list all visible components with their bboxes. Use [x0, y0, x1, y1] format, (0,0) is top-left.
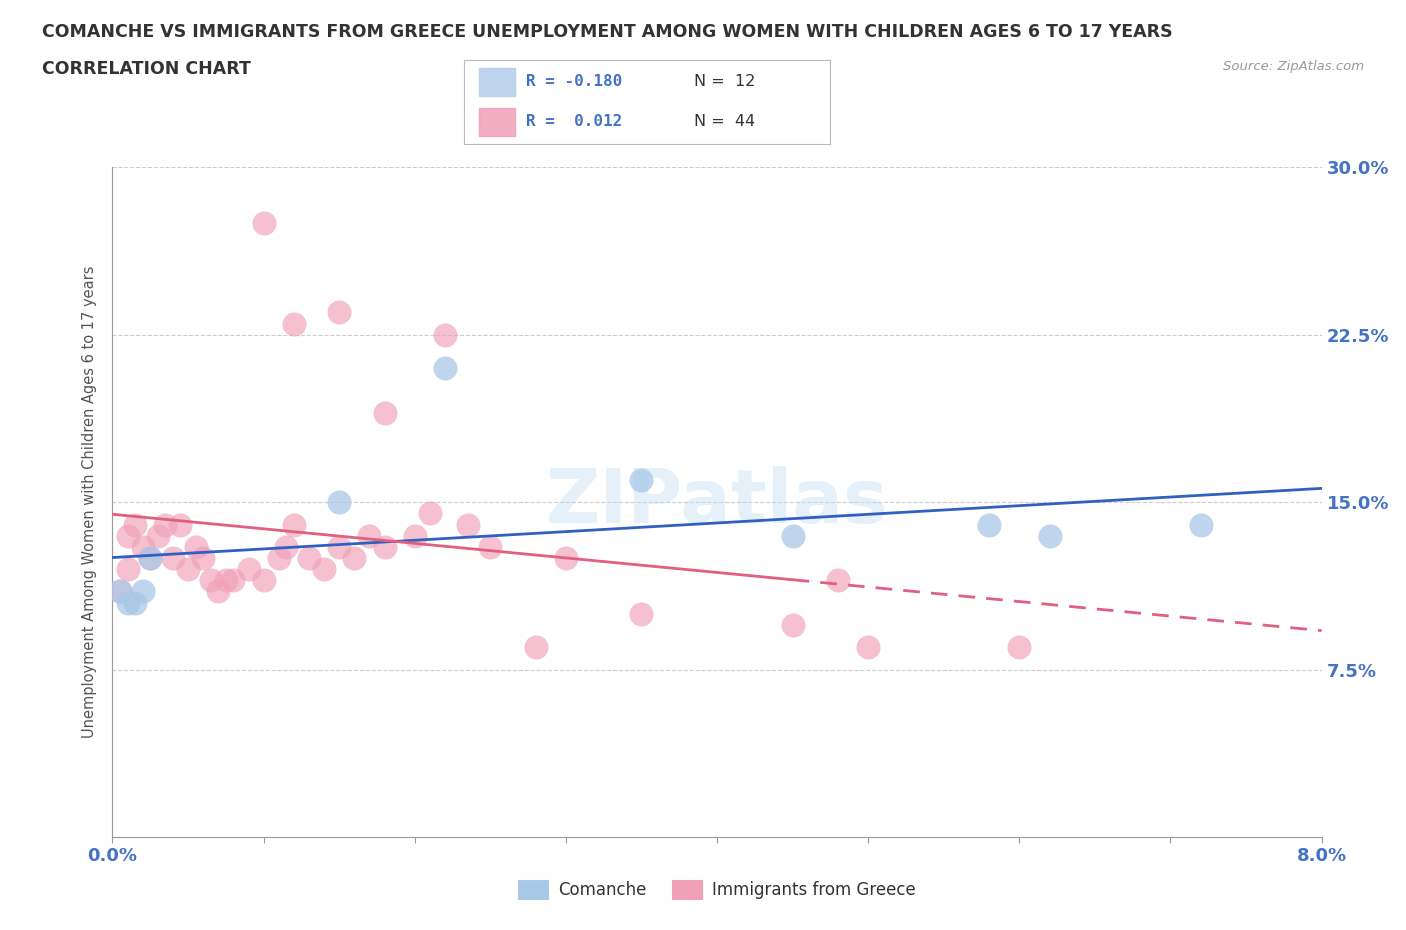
Text: CORRELATION CHART: CORRELATION CHART	[42, 60, 252, 78]
Point	[124, 595, 146, 610]
Point	[283, 316, 305, 331]
Point	[434, 327, 457, 342]
Point	[630, 472, 652, 487]
Bar	[478, 68, 515, 96]
Point	[117, 595, 139, 610]
Point	[155, 517, 177, 532]
Point	[856, 640, 880, 655]
Point	[146, 528, 169, 543]
Point	[630, 606, 652, 621]
Text: N =  12: N = 12	[695, 73, 755, 89]
Point	[139, 551, 162, 565]
Y-axis label: Unemployment Among Women with Children Ages 6 to 17 years: Unemployment Among Women with Children A…	[82, 266, 97, 738]
Point	[827, 573, 849, 588]
Point	[434, 361, 457, 376]
Point	[108, 584, 131, 599]
Point	[276, 539, 298, 554]
Point	[554, 551, 576, 565]
Point	[312, 562, 335, 577]
Point	[132, 539, 155, 554]
Point	[117, 528, 139, 543]
Point	[283, 517, 305, 532]
Legend: Comanche, Immigrants from Greece: Comanche, Immigrants from Greece	[512, 873, 922, 906]
Point	[222, 573, 245, 588]
Point	[1038, 528, 1062, 543]
Text: N =  44: N = 44	[695, 114, 755, 129]
Point	[215, 573, 238, 588]
Point	[782, 618, 804, 632]
Text: COMANCHE VS IMMIGRANTS FROM GREECE UNEMPLOYMENT AMONG WOMEN WITH CHILDREN AGES 6: COMANCHE VS IMMIGRANTS FROM GREECE UNEMP…	[42, 23, 1173, 41]
Point	[328, 539, 350, 554]
Point	[108, 584, 131, 599]
Point	[343, 551, 366, 565]
Point	[200, 573, 222, 588]
Bar	[478, 108, 515, 136]
Point	[177, 562, 200, 577]
Point	[359, 528, 381, 543]
Point	[328, 495, 350, 510]
Point	[298, 551, 321, 565]
Point	[479, 539, 502, 554]
Point	[404, 528, 426, 543]
Text: R =  0.012: R = 0.012	[526, 114, 623, 129]
Point	[1189, 517, 1212, 532]
Point	[457, 517, 479, 532]
Point	[117, 562, 139, 577]
Point	[253, 573, 276, 588]
Point	[374, 539, 396, 554]
Text: R = -0.180: R = -0.180	[526, 73, 623, 89]
Point	[374, 405, 396, 420]
Point	[1008, 640, 1031, 655]
Point	[238, 562, 260, 577]
Point	[139, 551, 162, 565]
Point	[328, 305, 350, 320]
Text: Source: ZipAtlas.com: Source: ZipAtlas.com	[1223, 60, 1364, 73]
Point	[169, 517, 191, 532]
Point	[162, 551, 184, 565]
Point	[191, 551, 214, 565]
Point	[267, 551, 290, 565]
Point	[977, 517, 1000, 532]
Point	[419, 506, 441, 521]
Point	[782, 528, 804, 543]
Text: ZIPatlas: ZIPatlas	[546, 466, 889, 538]
Point	[524, 640, 547, 655]
Point	[132, 584, 155, 599]
Point	[184, 539, 207, 554]
Point	[124, 517, 146, 532]
Point	[253, 216, 276, 231]
Point	[207, 584, 229, 599]
